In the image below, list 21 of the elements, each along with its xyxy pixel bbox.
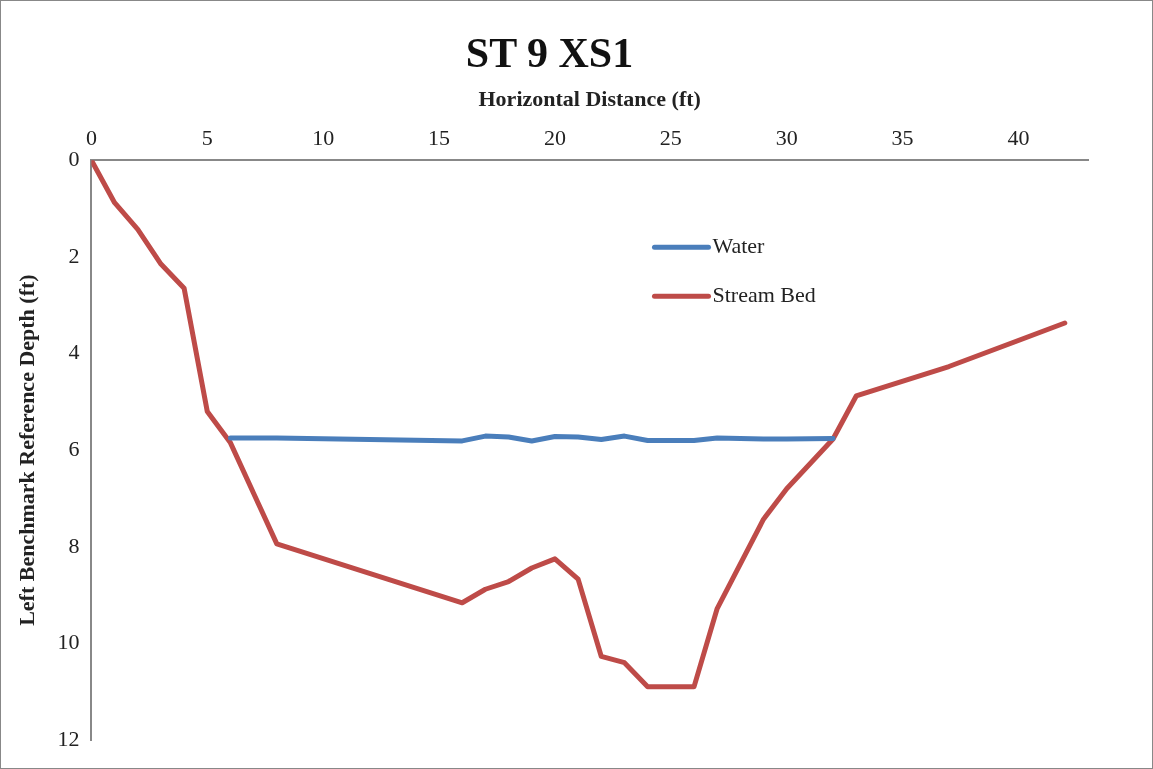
y-axis-title: Left Benchmark Reference Depth (ft) [13, 274, 39, 626]
x-tick-label: 35 [891, 124, 914, 150]
y-tick-label: 6 [68, 435, 80, 461]
chart-title: ST 9 XS1 [465, 30, 634, 77]
x-tick-label: 5 [201, 124, 213, 150]
y-tick-label: 8 [68, 532, 80, 558]
x-tick-label: 10 [312, 124, 335, 150]
legend-label: Water [712, 232, 766, 258]
y-tick-label: 4 [68, 339, 80, 365]
y-tick-label: 2 [68, 242, 80, 268]
legend-label: Stream Bed [712, 281, 816, 307]
y-tick-label: 10 [57, 629, 80, 655]
y-tick-label: 12 [57, 725, 80, 751]
x-axis-title: Horizontal Distance (ft) [478, 86, 701, 112]
x-tick-label: 20 [543, 124, 566, 150]
x-tick-label: 25 [659, 124, 682, 150]
y-tick-label: 0 [68, 145, 80, 171]
x-tick-label: 30 [775, 124, 798, 150]
x-tick-label: 40 [1007, 124, 1030, 150]
x-tick-label: 15 [428, 124, 451, 150]
x-tick-label: 0 [85, 124, 97, 150]
